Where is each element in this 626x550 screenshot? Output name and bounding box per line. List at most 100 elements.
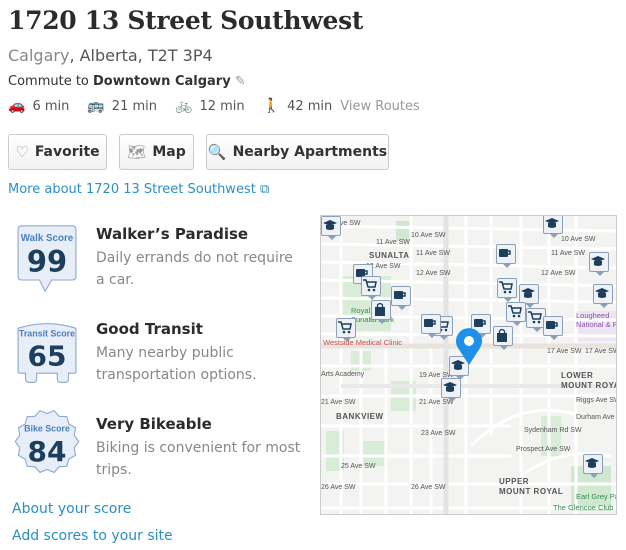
coffee-marker-icon[interactable] bbox=[421, 314, 441, 338]
school-marker-icon[interactable] bbox=[543, 216, 563, 238]
search-icon: 🔍 bbox=[207, 143, 227, 161]
map-label: Prospect Ave SW bbox=[516, 446, 571, 453]
commute-prefix: Commute to bbox=[8, 74, 94, 89]
map-label: 11 Ave SW bbox=[376, 239, 410, 246]
map-label: Earl Grey Pa bbox=[576, 492, 617, 501]
walk-score-badge[interactable]: Walk Score 99 bbox=[12, 224, 82, 294]
school-marker-icon[interactable] bbox=[519, 284, 539, 308]
nearby-apartments-button[interactable]: 🔍 Nearby Apartments bbox=[206, 134, 389, 170]
more-about-text: More about 1720 13 Street Southwest bbox=[8, 182, 256, 197]
cart-marker-icon[interactable] bbox=[336, 318, 356, 342]
nearby-label: Nearby Apartments bbox=[232, 144, 388, 160]
map-label: LOWER MOUNT ROYAL bbox=[561, 371, 616, 390]
map-label: 19 Ave SW bbox=[419, 372, 454, 379]
map-label: BANKVIEW bbox=[336, 412, 384, 421]
heart-icon: ♡ bbox=[15, 143, 29, 161]
favorite-button[interactable]: ♡ Favorite bbox=[8, 134, 107, 170]
walk-score-label: Walk Score bbox=[21, 233, 74, 244]
school-marker-icon[interactable] bbox=[441, 378, 461, 402]
map-label: The Glencoe Club bbox=[553, 503, 614, 512]
map-label: Lougheed National & Po bbox=[576, 311, 616, 329]
neighborhood-map[interactable]: 10 Ave SW 10 Ave SW 10 Ave SW 11 Ave SW 11 A… bbox=[320, 215, 617, 515]
map-label: 25 Ave SW bbox=[341, 463, 376, 470]
map-button[interactable]: 🗺 Map bbox=[119, 134, 194, 170]
map-label: Arts Academy bbox=[321, 371, 365, 378]
map-label: 21 Ave SW bbox=[321, 399, 356, 406]
walk-score-desc: Daily errands do not require a car. bbox=[96, 250, 293, 288]
map-label: 12 Ave SW bbox=[541, 270, 576, 277]
walk-icon: 🚶 bbox=[262, 98, 281, 114]
school-marker-icon[interactable] bbox=[589, 252, 609, 276]
map-label: 17 Ave SW bbox=[547, 348, 582, 355]
cart-marker-icon[interactable] bbox=[526, 308, 546, 332]
external-link-icon: ⧉ bbox=[259, 182, 270, 197]
pencil-icon[interactable]: ✎ bbox=[234, 74, 246, 89]
map-label: 26 Ave SW bbox=[321, 484, 356, 491]
bag-marker-icon[interactable] bbox=[371, 300, 391, 324]
map-label: 10 Ave SW bbox=[561, 236, 596, 243]
coffee-marker-icon[interactable] bbox=[391, 286, 411, 310]
address-line: Calgary, Alberta, T2T 3P4 bbox=[8, 46, 213, 65]
bike-icon: 🚲 bbox=[175, 98, 193, 114]
transit-score-desc: Many nearby public transportation option… bbox=[96, 345, 257, 383]
map-label: SUNALTA bbox=[369, 251, 410, 260]
map-label: 26 Ave SW bbox=[411, 484, 446, 491]
walk-score-value: 99 bbox=[27, 245, 67, 279]
map-label: Riggs Ave SW bbox=[576, 397, 617, 404]
mode-time: 12 min bbox=[199, 98, 245, 114]
transit-score-badge[interactable]: Transit Score 65 bbox=[12, 319, 82, 389]
school-marker-icon[interactable] bbox=[321, 216, 341, 240]
map-streets bbox=[321, 216, 616, 514]
bike-score-title: Very Bikeable bbox=[96, 415, 212, 433]
school-marker-icon[interactable] bbox=[593, 284, 613, 308]
mode-bike[interactable]: 🚲 12 min bbox=[175, 98, 245, 114]
coffee-marker-icon[interactable] bbox=[543, 316, 563, 340]
map-icon: 🗺 bbox=[127, 143, 147, 161]
bike-score-label: Bike Score bbox=[24, 423, 70, 433]
city-link[interactable]: Calgary bbox=[8, 46, 70, 65]
more-about-link[interactable]: More about 1720 13 Street Southwest ⧉ bbox=[8, 182, 269, 197]
bike-score-desc: Biking is convenient for most trips. bbox=[96, 440, 301, 478]
map-label: Map bbox=[152, 144, 186, 160]
mode-time: 42 min bbox=[287, 98, 333, 114]
location-pin-icon[interactable] bbox=[454, 326, 484, 366]
about-score-link[interactable]: About your score bbox=[12, 501, 132, 517]
cart-marker-icon[interactable] bbox=[497, 278, 517, 302]
view-routes-link[interactable]: View Routes bbox=[340, 98, 420, 114]
transit-score-value: 65 bbox=[28, 340, 67, 373]
map-label: 23 Ave SW bbox=[421, 430, 456, 437]
bike-score-value: 84 bbox=[28, 435, 67, 468]
mode-time: 6 min bbox=[32, 98, 70, 114]
mode-time: 21 min bbox=[111, 98, 157, 114]
page-title: 1720 13 Street Southwest bbox=[8, 6, 364, 35]
region: , Alberta, T2T 3P4 bbox=[69, 46, 213, 65]
commute-destination[interactable]: Downtown Calgary bbox=[93, 74, 231, 89]
cart-marker-icon[interactable] bbox=[506, 302, 526, 326]
map-label: Westside Medical Clinic bbox=[323, 338, 403, 347]
map-label: Durham Ave SW bbox=[576, 414, 615, 421]
walk-score-title: Walker’s Paradise bbox=[96, 225, 249, 243]
mode-bus[interactable]: 🚌 21 min bbox=[87, 98, 157, 114]
map-label: 21 Ave SW bbox=[419, 399, 454, 406]
bike-score-badge[interactable]: Bike Score 84 bbox=[12, 407, 82, 477]
coffee-marker-icon[interactable] bbox=[471, 314, 491, 338]
map-label: 11 Ave SW bbox=[551, 250, 585, 257]
map-label: 12 Ave SW bbox=[416, 270, 451, 277]
map-label: 11 Ave SW bbox=[416, 250, 450, 257]
coffee-marker-icon[interactable] bbox=[496, 244, 516, 268]
bus-icon: 🚌 bbox=[87, 98, 105, 114]
mode-walk[interactable]: 🚶 42 min bbox=[263, 98, 333, 114]
transit-score-title: Good Transit bbox=[96, 320, 203, 338]
favorite-label: Favorite bbox=[34, 144, 100, 160]
map-label: 17 Ave SW bbox=[585, 348, 617, 355]
commute-modes: 🚗 6 min 🚌 21 min 🚲 12 min 🚶 42 min View Rout… bbox=[8, 98, 420, 114]
mode-car[interactable]: 🚗 6 min bbox=[8, 98, 69, 114]
school-marker-icon[interactable] bbox=[583, 454, 603, 478]
map-label: UPPER MOUNT ROYAL bbox=[499, 477, 564, 496]
cart-marker-icon[interactable] bbox=[361, 276, 381, 300]
add-scores-link[interactable]: Add scores to your site bbox=[12, 528, 173, 544]
transit-score-label: Transit Score bbox=[19, 329, 75, 339]
car-icon: 🚗 bbox=[8, 98, 26, 114]
bag-marker-icon[interactable] bbox=[493, 326, 513, 350]
map-label: Sydenham Rd SW bbox=[524, 427, 582, 434]
